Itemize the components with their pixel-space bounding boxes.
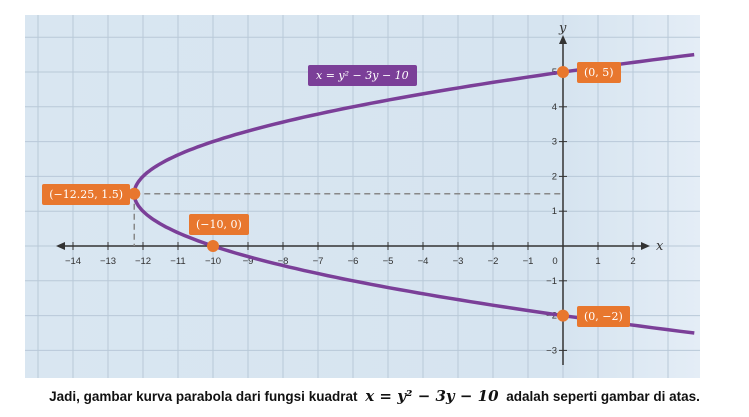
x-tick-label: −14 bbox=[65, 256, 81, 267]
caption-text-after: adalah seperti gambar di atas. bbox=[506, 389, 700, 404]
x-tick-label: −6 bbox=[348, 256, 359, 267]
data-point bbox=[557, 309, 569, 322]
point-label: (0, 5) bbox=[577, 62, 621, 83]
equation-label: x = y² − 3y − 10 bbox=[308, 65, 417, 86]
y-tick-label: −1 bbox=[546, 276, 557, 287]
x-tick-label: −9 bbox=[243, 256, 254, 267]
point-label: (−10, 0) bbox=[189, 214, 249, 235]
x-axis-arrow-right bbox=[641, 242, 650, 250]
x-axis-arrow-left bbox=[56, 242, 65, 250]
x-tick-label: −13 bbox=[100, 256, 116, 267]
x-tick-label: 0 bbox=[552, 256, 557, 267]
caption-text-before: Jadi, gambar kurva parabola dari fungsi … bbox=[49, 389, 358, 404]
caption: Jadi, gambar kurva parabola dari fungsi … bbox=[0, 387, 749, 405]
x-tick-label: −11 bbox=[170, 256, 185, 267]
point-label: (−12.25, 1.5) bbox=[42, 183, 131, 205]
x-tick-label: −7 bbox=[313, 256, 324, 267]
x-tick-label: −12 bbox=[135, 256, 151, 267]
y-axis-arrow bbox=[559, 35, 567, 44]
x-tick-label: −10 bbox=[205, 256, 221, 267]
y-tick-label: 1 bbox=[552, 206, 557, 217]
y-tick-label: 3 bbox=[552, 137, 557, 148]
y-tick-label: −2 bbox=[546, 311, 557, 322]
x-axis-label: x bbox=[656, 239, 664, 254]
y-axis-label: y bbox=[558, 21, 567, 36]
x-tick-label: −8 bbox=[278, 256, 289, 267]
data-point bbox=[557, 66, 569, 78]
x-tick-label: −5 bbox=[383, 256, 394, 267]
y-tick-label: 4 bbox=[552, 102, 557, 113]
x-tick-label: −1 bbox=[523, 256, 534, 267]
x-tick-label: 2 bbox=[630, 256, 635, 267]
x-tick-label: −3 bbox=[453, 256, 464, 267]
y-tick-label: −3 bbox=[546, 345, 557, 356]
y-tick-label: 2 bbox=[552, 171, 557, 182]
point-label: (0, −2) bbox=[577, 305, 630, 327]
x-tick-label: −4 bbox=[418, 256, 429, 267]
x-tick-label: −2 bbox=[488, 256, 499, 267]
caption-math: x = y² − 3y − 10 bbox=[365, 387, 499, 405]
data-point bbox=[207, 240, 219, 252]
x-tick-label: 1 bbox=[595, 256, 600, 267]
data-point bbox=[128, 187, 141, 200]
